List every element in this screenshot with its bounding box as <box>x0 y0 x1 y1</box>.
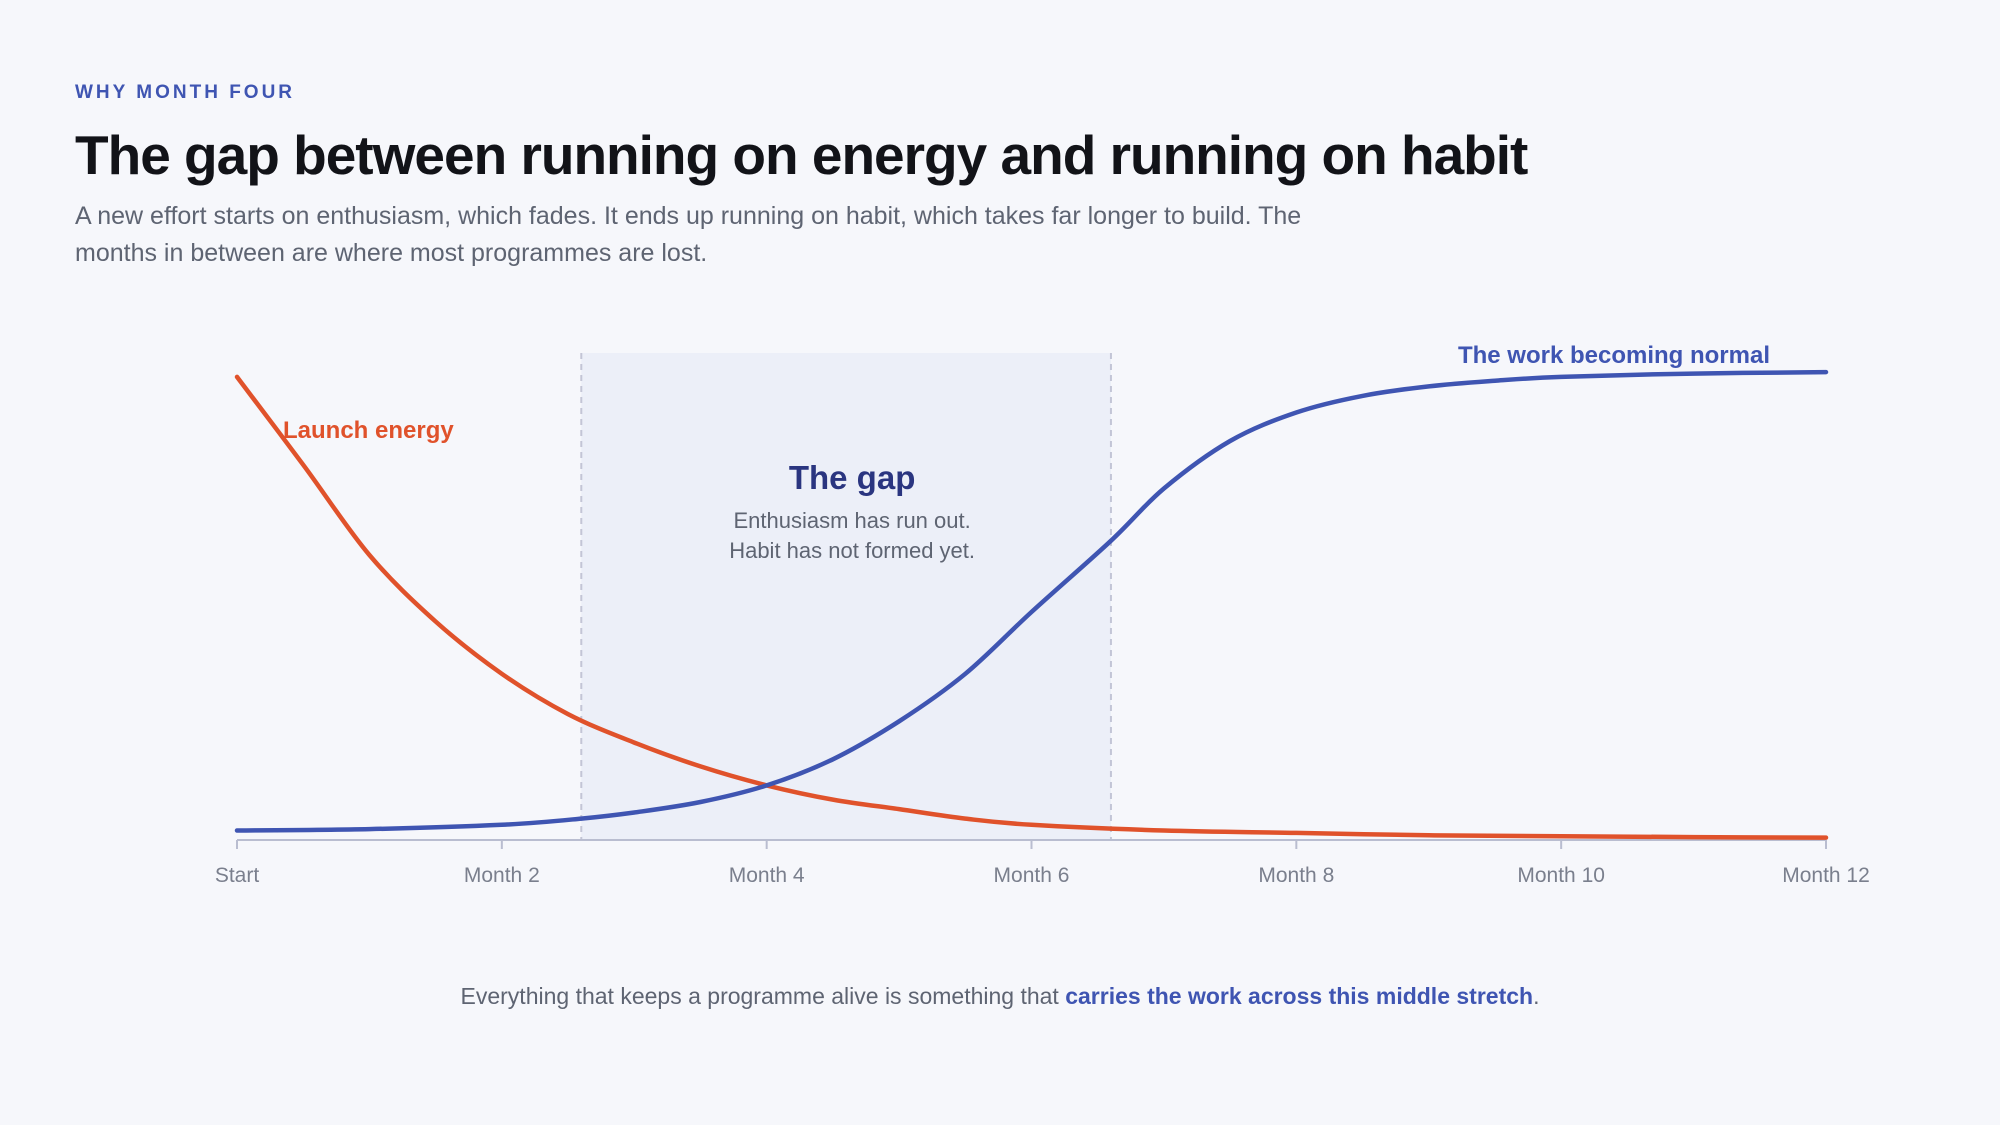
series-line-work-becoming-normal <box>234 369 1829 833</box>
page-title: The gap between running on energy and ru… <box>75 124 1528 186</box>
page-subtitle: A new effort starts on enthusiasm, which… <box>75 202 1302 267</box>
footer-text-end: . <box>1533 983 1540 1009</box>
footer-emphasis: carries the work across this middle stre… <box>1065 983 1534 1009</box>
gap-band <box>581 353 1111 840</box>
x-tick-label: Month 10 <box>1517 864 1605 887</box>
gap-annotation-line-1: Enthusiasm has run out. <box>733 508 970 533</box>
x-tick-label: Start <box>215 864 260 887</box>
x-tick-label: Month 2 <box>464 864 540 887</box>
gap-annotation-title: The gap <box>789 459 916 496</box>
x-tick-label: Month 4 <box>729 864 805 887</box>
series-label-launch-energy: Launch energy <box>283 417 454 444</box>
eyebrow-label: WHY MONTH FOUR <box>75 82 296 103</box>
series-line-launch-energy <box>234 374 1829 840</box>
series-label-work-becoming-normal: The work becoming normal <box>1458 342 1770 369</box>
footer-text: Everything that keeps a programme alive … <box>460 983 1066 1009</box>
x-tick-label: Month 12 <box>1782 864 1870 887</box>
gap-annotation-line-2: Habit has not formed yet. <box>729 538 975 563</box>
x-axis-ticks: Start Month 2 Month 4 Month 6 Month 8 Month 1… <box>215 840 1870 887</box>
x-tick-label: Month 6 <box>994 864 1070 887</box>
x-tick-label: Month 8 <box>1258 864 1334 887</box>
footer-note: Everything that keeps a programme alive … <box>0 983 2000 1010</box>
